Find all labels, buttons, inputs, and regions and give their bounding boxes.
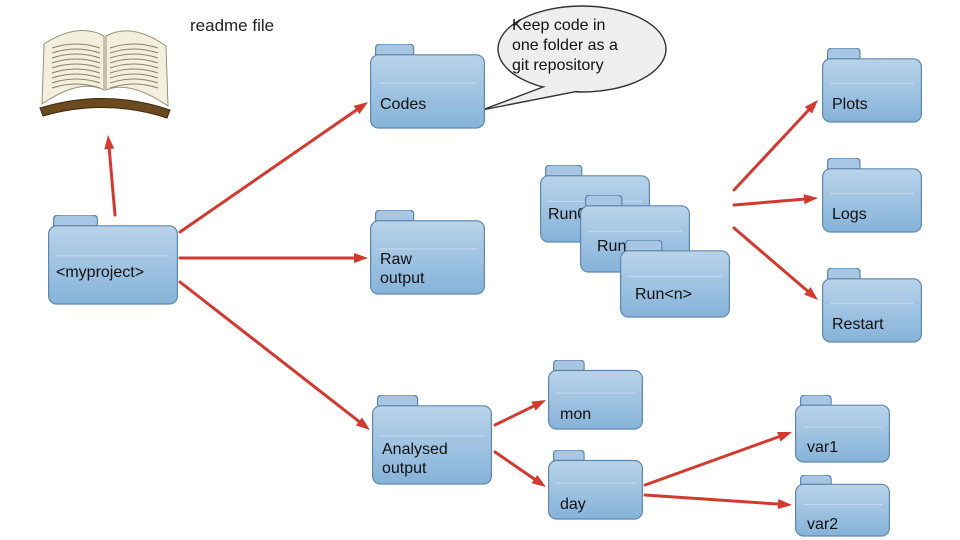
arrow-line-3 [180,282,359,421]
arrow-line-10 [645,495,778,504]
book-icon [30,18,180,128]
folder-label-restart: Restart [832,315,884,334]
folder-label-mon: mon [560,405,591,424]
arrow-line-8 [495,452,534,479]
arrow-line-1 [180,110,356,232]
folder-label-plots: Plots [832,95,868,114]
folder-label-day: day [560,495,586,514]
arrow-line-0 [109,149,115,215]
folder-label-codes: Codes [380,95,426,114]
arrow-head-10 [778,499,792,509]
arrow-line-6 [734,228,807,291]
arrow-line-7 [495,406,533,425]
folder-label-var2: var2 [807,515,838,534]
arrow-line-4 [734,110,808,190]
arrow-head-8 [532,475,546,487]
arrow-line-5 [734,199,804,205]
folder-runn [620,240,730,318]
arrow-head-6 [804,287,818,300]
speech-bubble-text: Keep code in one folder as a git reposit… [512,16,666,76]
folder-codes [370,44,485,129]
arrow-head-2 [354,253,368,263]
folder-label-logs: Logs [832,205,867,224]
arrow-head-4 [805,100,818,114]
folder-myproject [48,215,178,305]
arrow-head-7 [531,400,546,411]
folder-label-analysed: Analysed output [382,440,448,478]
folder-label-raw: Raw output [380,250,424,288]
diagram-stage: { "canvas": { "w": 960, "h": 540, "bg": … [0,0,960,540]
folder-label-runn: Run<n> [635,285,692,304]
arrow-line-9 [645,437,779,485]
arrow-head-3 [356,417,370,430]
arrow-head-5 [804,194,818,204]
arrow-head-9 [777,432,792,441]
folder-label-var1: var1 [807,438,838,457]
arrow-head-0 [104,135,114,149]
caption-readme: readme file [190,16,274,36]
folder-label-myproject: <myproject> [56,263,144,282]
arrow-head-1 [354,102,368,114]
